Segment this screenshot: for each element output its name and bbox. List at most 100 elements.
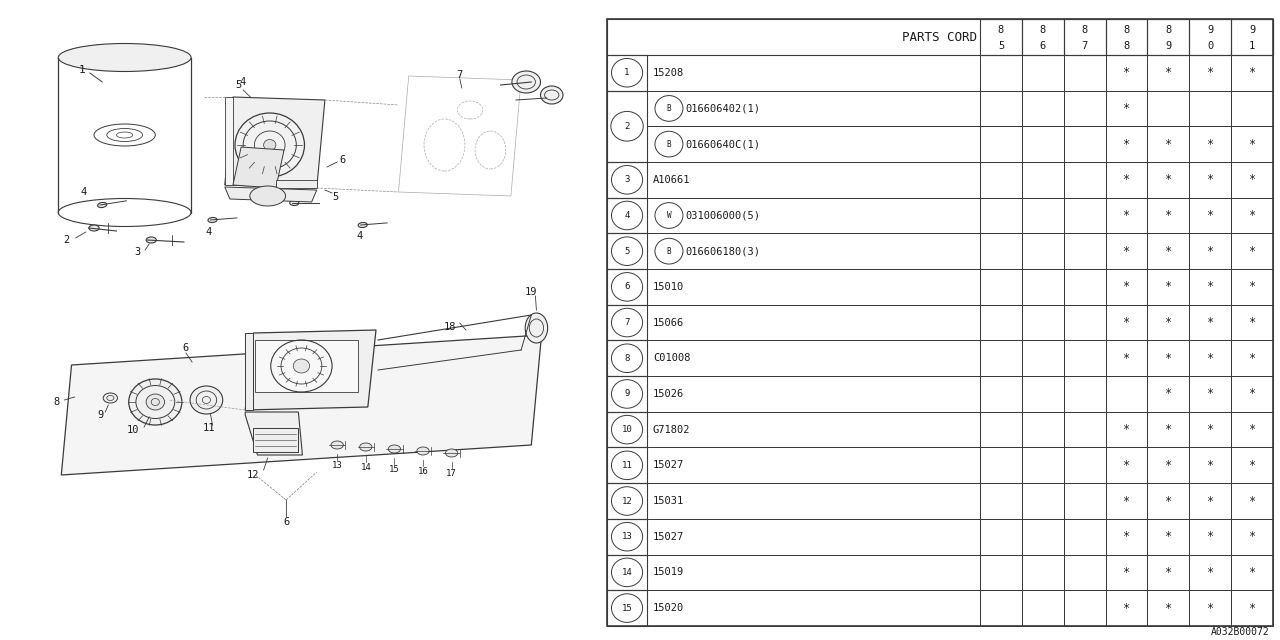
Bar [980, 269, 1021, 305]
Circle shape [612, 415, 643, 444]
Bar [1147, 55, 1189, 91]
Bar [648, 126, 980, 162]
Bar [1021, 55, 1064, 91]
Text: 11: 11 [204, 423, 216, 433]
Ellipse shape [146, 394, 165, 410]
Text: *: * [1207, 280, 1213, 293]
Text: 15026: 15026 [653, 389, 684, 399]
Text: *: * [1248, 530, 1256, 543]
Text: 12: 12 [247, 470, 260, 480]
Text: 18: 18 [443, 322, 456, 332]
Bar [1231, 447, 1274, 483]
Circle shape [655, 203, 684, 228]
Text: *: * [1123, 244, 1130, 258]
Bar [1064, 269, 1106, 305]
Circle shape [612, 487, 643, 515]
Text: *: * [1123, 423, 1130, 436]
Text: *: * [1207, 352, 1213, 365]
Text: 16: 16 [417, 467, 429, 476]
Bar [1147, 376, 1189, 412]
Bar [1189, 447, 1231, 483]
Bar [1021, 91, 1064, 126]
Bar [648, 55, 980, 91]
Bar [1106, 198, 1147, 234]
Circle shape [612, 308, 643, 337]
Ellipse shape [264, 140, 276, 150]
Bar [1064, 162, 1106, 198]
Bar [1106, 55, 1147, 91]
Bar [607, 412, 648, 447]
Bar [607, 483, 648, 519]
Bar [1021, 19, 1064, 55]
Bar [648, 412, 980, 447]
Bar [1064, 198, 1106, 234]
Ellipse shape [388, 445, 401, 453]
Text: *: * [1248, 280, 1256, 293]
Polygon shape [276, 180, 316, 188]
Text: *: * [1165, 495, 1172, 508]
Bar [1231, 126, 1274, 162]
Bar [1231, 198, 1274, 234]
Text: 15: 15 [622, 604, 632, 612]
Bar [1106, 162, 1147, 198]
Bar [1189, 376, 1231, 412]
Bar [1021, 483, 1064, 519]
Text: A032B00072: A032B00072 [1211, 627, 1270, 637]
Text: 13: 13 [332, 461, 343, 470]
Bar [1231, 19, 1274, 55]
Bar [1189, 305, 1231, 340]
Bar [1064, 554, 1106, 590]
Bar [1147, 554, 1189, 590]
Ellipse shape [540, 86, 563, 104]
Bar [607, 519, 648, 554]
Text: *: * [1165, 138, 1172, 150]
Bar [1189, 412, 1231, 447]
Bar [607, 305, 648, 340]
Text: 1: 1 [78, 65, 84, 75]
Text: 15031: 15031 [653, 496, 684, 506]
Bar [1189, 162, 1231, 198]
Bar [980, 554, 1021, 590]
Bar [980, 340, 1021, 376]
Text: *: * [1207, 173, 1213, 186]
Ellipse shape [360, 443, 372, 451]
Text: 9: 9 [1249, 25, 1256, 35]
Text: *: * [1165, 566, 1172, 579]
Text: 5: 5 [625, 246, 630, 256]
Bar [1106, 91, 1147, 126]
Bar [1147, 126, 1189, 162]
Circle shape [612, 58, 643, 87]
Bar [980, 376, 1021, 412]
Bar [607, 55, 648, 91]
Text: *: * [1165, 209, 1172, 222]
Circle shape [612, 344, 643, 372]
Polygon shape [246, 412, 302, 455]
Text: 5: 5 [332, 192, 338, 202]
Bar [1106, 519, 1147, 554]
Bar [980, 126, 1021, 162]
Text: 9: 9 [1165, 41, 1171, 51]
Text: *: * [1207, 530, 1213, 543]
Ellipse shape [358, 223, 367, 228]
Text: 14: 14 [622, 568, 632, 577]
Bar [1231, 483, 1274, 519]
Bar [1064, 305, 1106, 340]
Bar [256, 340, 357, 392]
Ellipse shape [250, 186, 285, 206]
Text: 6: 6 [625, 282, 630, 291]
Bar [607, 590, 648, 626]
Text: A10661: A10661 [653, 175, 690, 185]
Text: 8: 8 [1165, 25, 1171, 35]
Bar [1106, 234, 1147, 269]
Bar [648, 162, 980, 198]
Text: 4: 4 [239, 77, 246, 87]
Text: 8: 8 [1124, 25, 1130, 35]
Bar [607, 234, 648, 269]
Circle shape [612, 451, 643, 479]
Circle shape [612, 166, 643, 194]
Bar [648, 590, 980, 626]
Bar [1147, 305, 1189, 340]
Text: *: * [1248, 316, 1256, 329]
Bar [980, 590, 1021, 626]
Ellipse shape [417, 447, 429, 455]
